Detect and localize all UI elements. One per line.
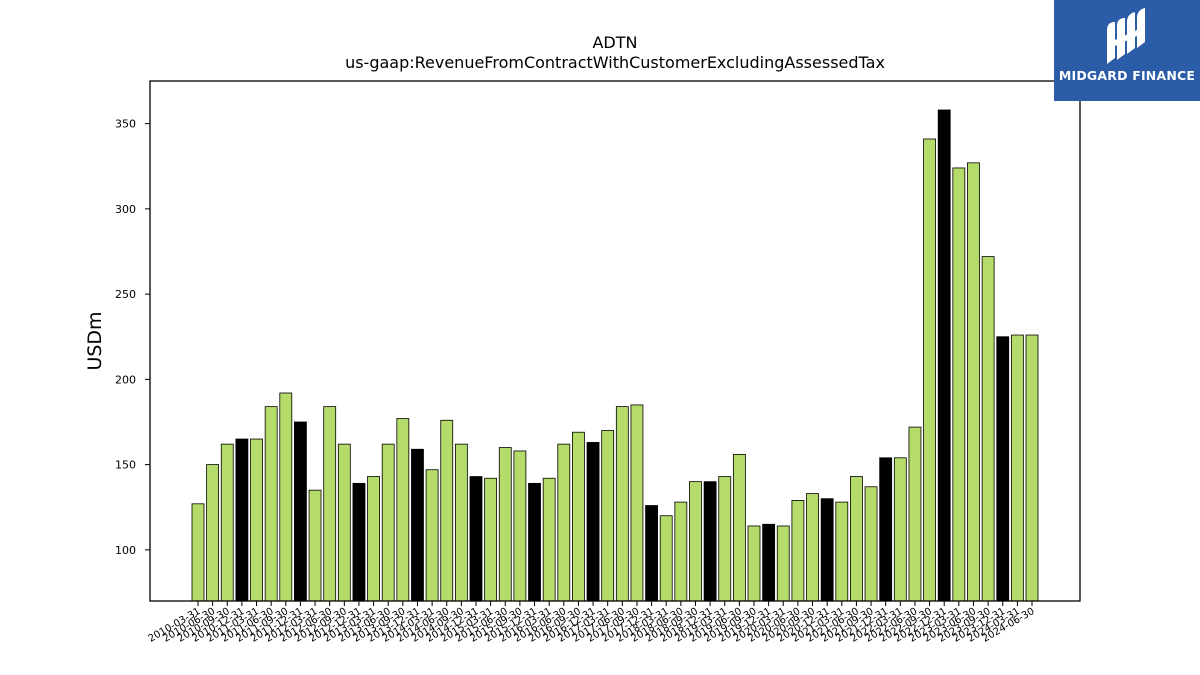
bar-2012-09-30 — [337, 443, 351, 602]
midgard-logo-icon — [1107, 8, 1145, 64]
bars-group — [191, 109, 1039, 602]
bar-2011-03-31 — [250, 438, 263, 602]
y-axis-label: USDm — [84, 311, 106, 370]
bar-2022-06-30 — [908, 426, 922, 602]
bar-2019-03-31 — [718, 476, 732, 602]
bar-2015-03-31 — [484, 477, 498, 602]
bar-2023-09-30 — [981, 256, 995, 602]
bar-2018-09-30 — [689, 481, 702, 602]
plot-frame — [149, 80, 1081, 602]
bar-2018-06-30 — [674, 501, 688, 602]
bar-2017-12-31 — [645, 505, 658, 602]
bar-2010-12-31 — [235, 438, 249, 602]
bar-2020-03-31 — [776, 525, 790, 602]
y-tick-label: 100 — [115, 544, 136, 557]
bar-2016-09-30 — [572, 431, 585, 602]
bar-2013-03-31 — [367, 476, 380, 602]
bar-2020-06-30 — [791, 500, 805, 602]
bar-2014-09-30 — [454, 443, 468, 602]
bar-2011-12-31 — [294, 421, 307, 602]
bar-2011-09-30 — [279, 392, 293, 602]
bar-2019-09-30 — [747, 525, 761, 602]
bar-2017-03-31 — [601, 430, 615, 602]
midgard-logo: MIDGARD FINANCE — [1054, 0, 1200, 101]
bar-2010-09-30 — [220, 443, 234, 602]
bar-2019-12-31 — [762, 523, 776, 602]
chart-title: ADTN — [592, 33, 637, 52]
y-tick-label: 200 — [115, 373, 136, 386]
logo-text: MIDGARD FINANCE — [1058, 68, 1196, 83]
bar-2021-06-30 — [850, 476, 863, 602]
bar-2024-03-31 — [1010, 334, 1024, 602]
bar-2022-12-31 — [937, 109, 951, 602]
bar-2014-06-30 — [440, 419, 454, 602]
y-tick-label: 350 — [115, 118, 136, 131]
bar-2024-06-30 — [1025, 334, 1039, 602]
bar-2020-09-30 — [806, 493, 819, 602]
bar-2018-12-31 — [703, 481, 717, 602]
bar-2015-06-30 — [498, 447, 512, 602]
bar-2017-09-30 — [630, 404, 644, 602]
y-axis-ticks: 100 150 200 250 300 350 — [115, 118, 150, 557]
x-axis-ticks: 2010-03-312010-06-302010-09-302010-12-31… — [147, 601, 1037, 645]
bar-2015-12-31 — [528, 482, 541, 602]
bar-2023-06-30 — [967, 162, 980, 602]
bar-2023-03-31 — [952, 167, 966, 602]
bar-2012-06-30 — [323, 406, 337, 602]
bar-2013-09-30 — [396, 418, 410, 602]
bar-2016-06-30 — [557, 443, 571, 602]
chart-subtitle: us-gaap:RevenueFromContractWithCustomerE… — [345, 53, 885, 72]
bar-2013-06-30 — [381, 443, 395, 602]
bar-2011-06-30 — [264, 406, 278, 602]
bar-2021-12-31 — [879, 457, 893, 602]
bar-2010-06-30 — [206, 464, 220, 602]
bar-2019-06-30 — [732, 453, 746, 602]
bar-2023-12-31 — [996, 336, 1010, 602]
bar-2014-12-31 — [469, 476, 483, 602]
bar-2018-03-31 — [659, 515, 673, 602]
bar-2022-09-30 — [923, 138, 936, 602]
bar-2017-06-30 — [615, 406, 629, 602]
bar-2013-12-31 — [411, 448, 424, 602]
bar-2021-03-31 — [835, 501, 849, 602]
bar-2020-12-31 — [820, 498, 834, 602]
bar-2021-09-30 — [864, 486, 878, 602]
bar-2015-09-30 — [513, 450, 527, 602]
bar-2012-12-31 — [352, 482, 366, 602]
y-tick-label: 150 — [115, 459, 136, 472]
bar-2014-03-31 — [425, 469, 439, 602]
bar-2010-03-31 — [191, 503, 205, 602]
bar-2016-03-31 — [542, 477, 556, 602]
bar-2016-12-31 — [586, 442, 600, 602]
y-tick-label: 250 — [115, 288, 136, 301]
y-tick-label: 300 — [115, 203, 136, 216]
bar-2022-03-31 — [893, 457, 907, 602]
bar-2012-03-31 — [308, 489, 322, 602]
